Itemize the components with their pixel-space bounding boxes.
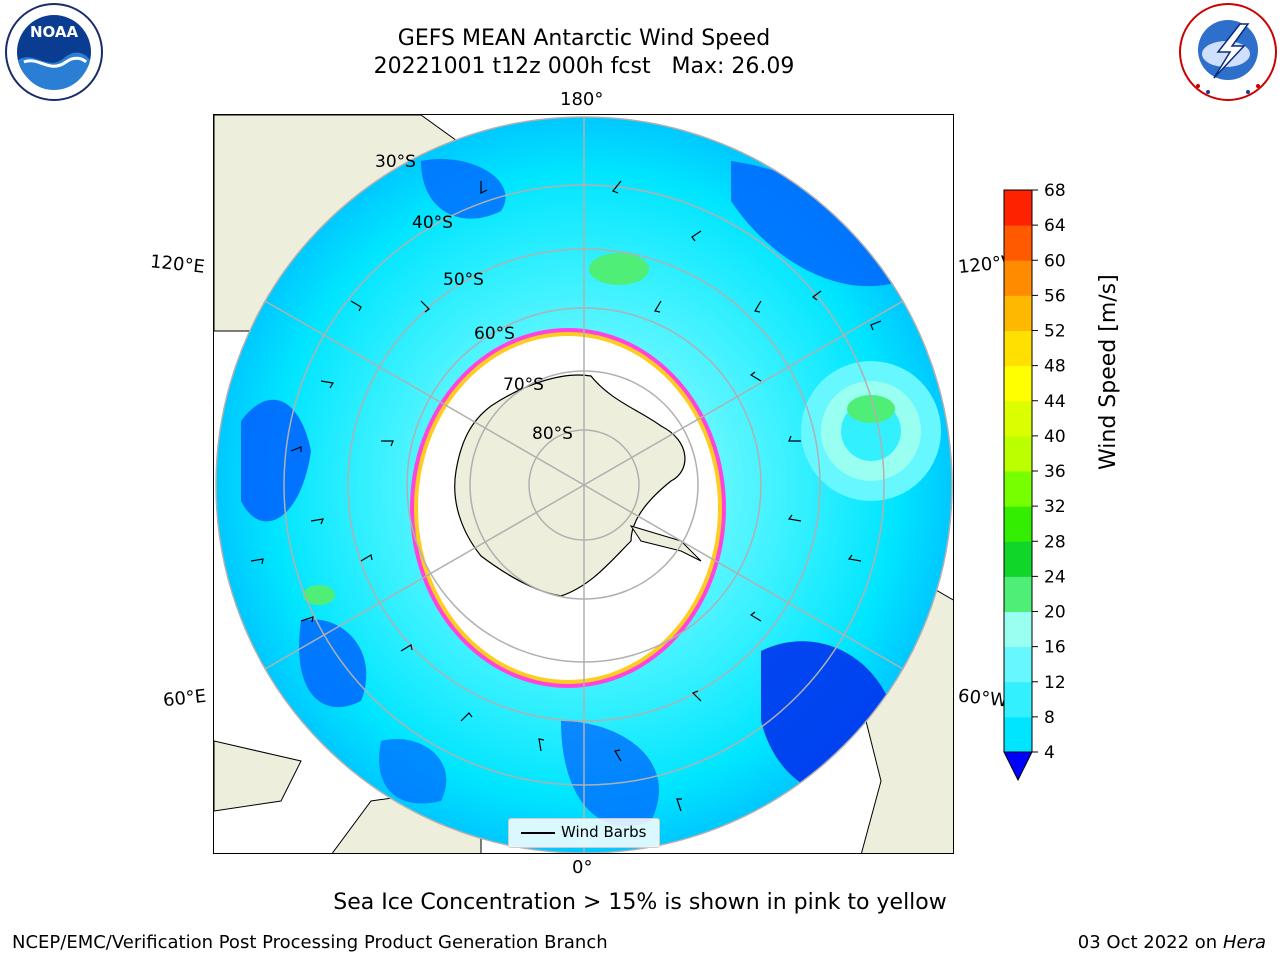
footer-credit: NCEP/EMC/Verification Post Processing Pr… [12,932,608,953]
polar-map [214,115,953,853]
colorbar-tick-label: 48 [1044,357,1066,377]
noaa-logo-text: NOAA [30,23,79,41]
colorbar-tick-label: 28 [1044,532,1066,552]
map-legend: Wind Barbs [508,818,660,848]
lat-label-40s: 40°S [412,213,453,233]
lon-label-0: 0° [572,857,593,878]
colorbar-tick-label: 60 [1044,251,1066,271]
colorbar-segment [1004,611,1032,648]
colorbar-tick-label: 44 [1044,392,1066,412]
colorbar-tick-label: 20 [1044,603,1066,623]
footer-date-text: 03 Oct 2022 on [1077,932,1223,953]
colorbar-segment [1004,400,1032,437]
graticule [215,116,953,853]
colorbar-segment [1004,506,1032,542]
colorbar-tick-label: 12 [1044,673,1066,693]
chart-subtitle: 20221001 t12z 000h fcst Max: 26.09 [373,54,795,79]
map-caption: Sea Ice Concentration > 15% is shown in … [333,890,947,915]
lat-label-70s: 70°S [503,375,544,395]
lon-label-60e: 60°E [162,685,208,712]
colorbar-tick-label: 52 [1044,322,1066,342]
colorbar-tick-label: 64 [1044,216,1066,236]
footer-host: Hera [1222,932,1266,953]
colorbar-tick-label: 24 [1044,567,1066,587]
legend-label: Wind Barbs [561,823,647,841]
colorbar-segment [1004,295,1032,331]
colorbar-segment [1004,365,1032,402]
noaa-logo: NOAA [5,3,103,101]
footer-date: 03 Oct 2022 on Hera [1078,932,1266,953]
colorbar-segment [1004,646,1032,683]
colorbar-segment [1004,681,1032,718]
colorbar-tick-label: 4 [1044,743,1055,763]
colorbar-tick-label: 8 [1044,708,1055,728]
colorbar-tick-label: 40 [1044,427,1066,447]
lat-label-80s: 80°S [532,424,573,444]
colorbar-segment [1004,576,1032,612]
lon-label-180: 180° [560,89,604,110]
colorbar-tick-label: 16 [1044,638,1066,658]
antarctica [454,374,686,597]
lat-label-50s: 50°S [443,270,484,290]
colorbar-extend-arrow [1003,751,1033,782]
colorbar-tick-label: 56 [1044,286,1066,306]
lat-label-60s: 60°S [474,324,515,344]
colorbar-segment [1004,471,1032,507]
colorbar-segment [1004,225,1032,261]
wind-barb-legend-line [521,832,555,834]
colorbar-segment [1004,330,1032,367]
colorbar-label: Wind Speed [m/s] [1096,274,1121,470]
colorbar-tick-label: 68 [1044,182,1066,201]
lon-label-120e: 120°E [149,251,206,278]
colorbar-segment [1004,716,1032,753]
colorbar-segment [1004,190,1032,226]
colorbar-segment [1004,541,1032,577]
colorbar-tick-label: 36 [1044,462,1066,482]
colorbar-tick-label: 32 [1044,497,1066,517]
lat-label-30s: 30°S [375,152,416,172]
chart-title: GEFS MEAN Antarctic Wind Speed [397,26,771,51]
map-panel [213,114,954,854]
wind-barbs [250,180,882,812]
colorbar-segment [1004,260,1032,296]
colorbar-segment [1004,435,1032,472]
nws-logo [1179,3,1277,101]
